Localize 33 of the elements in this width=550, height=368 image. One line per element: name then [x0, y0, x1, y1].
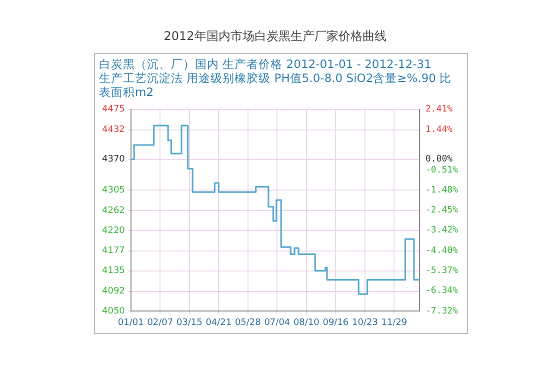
- x-tick-label: 04/21: [206, 318, 232, 328]
- x-tick-label: 08/10: [293, 318, 320, 328]
- y2-tick-label: -1.48%: [425, 185, 459, 196]
- y-tick-label: 4475: [102, 104, 125, 115]
- y-tick-label: 4135: [102, 266, 125, 276]
- x-tick-label: 11/29: [381, 318, 408, 328]
- x-tick-label: 03/15: [176, 318, 202, 328]
- x-tick-label: 09/16: [322, 318, 349, 328]
- x-tick-label: 02/07: [147, 318, 174, 328]
- x-tick-label: 05/28: [234, 318, 262, 328]
- y2-tick-label: -0.51%: [425, 165, 459, 176]
- y-tick-label: 4092: [102, 286, 125, 297]
- x-tick-label: 07/04: [264, 318, 290, 328]
- x-tick-label: 10/23: [352, 318, 378, 328]
- y2-tick-label: -7.32%: [425, 306, 459, 317]
- y-tick-label: 4262: [102, 206, 125, 216]
- y2-tick-label: 1.44%: [425, 124, 454, 135]
- y-tick-label: 4050: [102, 306, 126, 317]
- y-tick-label: 4305: [102, 185, 125, 196]
- x-tick-label: 01/01: [118, 318, 144, 328]
- chart-title: 2012年国内市场白炭黑生产厂家价格曲线: [162, 28, 388, 45]
- y-tick-label: 4432: [102, 125, 125, 136]
- y2-tick-label: -5.37%: [425, 266, 459, 276]
- y2-tick-label: -6.34%: [425, 286, 459, 296]
- y2-tick-label: 0.00%: [425, 154, 454, 165]
- y2-tick-label: -4.40%: [425, 246, 459, 256]
- y-tick-label: 4370: [102, 154, 126, 165]
- y-tick-label: 4177: [102, 246, 125, 256]
- y-tick-label: 4220: [102, 226, 126, 236]
- chart-subtitle: 白炭黑（沉、厂）国内 生产者价格 2012-01-01 - 2012-12-31 生产工艺沉淀法 用途级别橡胶级 PH值5.0-8.0 SiO2含量≥%.90 比表面积m2: [99, 57, 453, 99]
- y2-tick-label: -2.45%: [425, 206, 459, 216]
- y2-tick-label: -3.42%: [425, 226, 459, 236]
- y2-tick-label: 2.41%: [425, 104, 454, 115]
